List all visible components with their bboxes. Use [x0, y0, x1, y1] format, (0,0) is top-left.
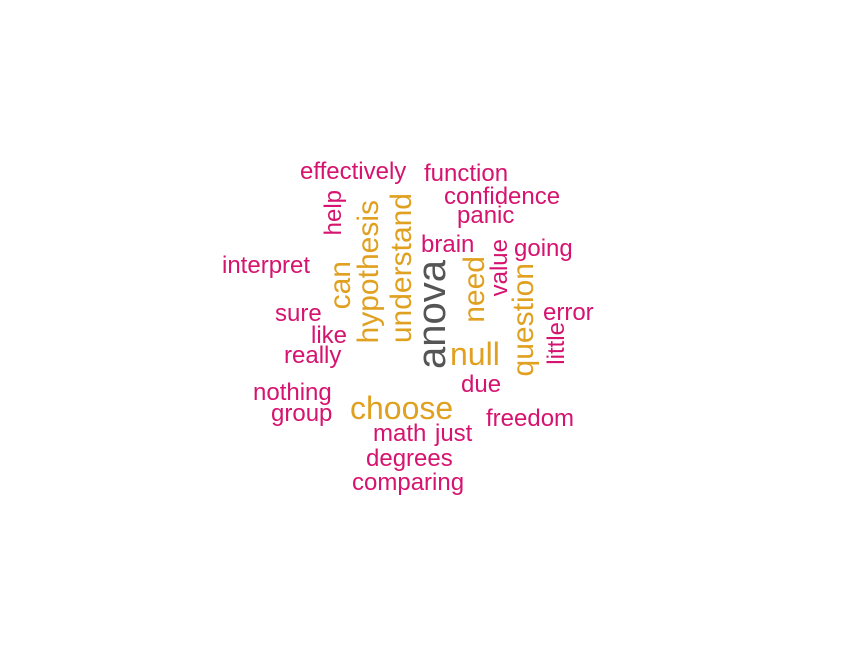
- word-interpret: interpret: [222, 252, 311, 279]
- word-brain: brain: [421, 231, 475, 258]
- word-degrees: degrees: [366, 445, 453, 472]
- word-confidence: confidence: [444, 183, 561, 210]
- word-freedom: freedom: [486, 405, 575, 432]
- word-error: error: [543, 299, 594, 326]
- word-anova: anova: [410, 260, 454, 369]
- word-little: little: [543, 322, 570, 365]
- word-group: group: [271, 400, 333, 427]
- word-can: can: [324, 261, 357, 310]
- word-sure: sure: [275, 300, 322, 327]
- word-nothing: nothing: [253, 379, 332, 406]
- word-hypothesis: hypothesis: [352, 200, 385, 344]
- word-just: just: [435, 420, 473, 447]
- word-like: like: [311, 322, 348, 349]
- word-value: value: [486, 239, 513, 297]
- word-due: due: [461, 371, 502, 398]
- word-really: really: [284, 342, 342, 369]
- word-understand: understand: [385, 193, 418, 344]
- word-help: help: [320, 190, 347, 236]
- word-comparing: comparing: [352, 469, 465, 496]
- word-function: function: [424, 160, 509, 187]
- word-going: going: [514, 235, 573, 262]
- word-effectively: effectively: [300, 158, 407, 185]
- word-math: math: [373, 420, 427, 447]
- word-choose: choose: [350, 390, 454, 426]
- word-null: null: [450, 336, 500, 372]
- word-question: question: [507, 263, 540, 377]
- word-panic: panic: [457, 202, 515, 229]
